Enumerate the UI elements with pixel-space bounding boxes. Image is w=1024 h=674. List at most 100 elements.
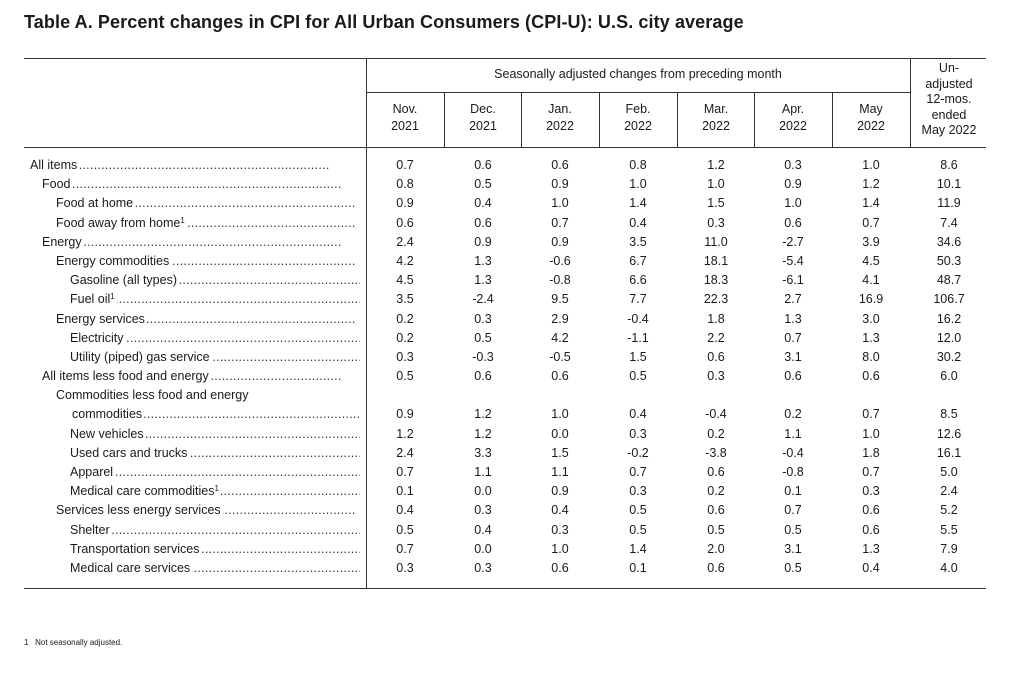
value-cell: 0.7	[396, 541, 414, 556]
value-cell: 0.2	[707, 426, 725, 441]
table-row: Energy commodities 4.2 1.3 -0.6 6.7 18.1 -5.4 4…	[0, 252, 1024, 271]
column-header-year: 2022	[546, 119, 574, 133]
value-cell: 0.3	[629, 484, 647, 499]
value-cell: 1.3	[784, 311, 802, 326]
value-cell: 0.4	[629, 407, 647, 422]
value-cell: 0.5	[629, 369, 647, 384]
row-label: Energy commodities	[56, 252, 360, 271]
column-header: Mar. 2022	[677, 101, 755, 137]
value-cell: 0.2	[396, 330, 414, 345]
row-label-string: commodities	[72, 407, 143, 422]
table-row: Shelter 0.5 0.4 0.3 0.5 0.5 0.5 0.6 5.5	[0, 521, 1024, 540]
unadjusted-value-cell: 8.6	[940, 158, 958, 172]
value-cell: -0.4	[627, 311, 649, 326]
row-label-text: Utility (piped) gas service	[70, 349, 212, 364]
row-label-text: Gasoline (all types)	[70, 273, 179, 288]
value-cell: 1.0	[707, 177, 725, 192]
row-label-text: Fuel oil1	[70, 292, 117, 307]
value-cell: -0.8	[549, 273, 571, 288]
row-label: Gasoline (all types)	[70, 271, 360, 290]
value-cell: 0.7	[862, 407, 880, 422]
col-divider	[754, 92, 755, 147]
row-label-text: Medical care services	[70, 560, 193, 575]
value-cell: 0.6	[396, 215, 414, 230]
value-cell: 1.0	[551, 196, 569, 211]
row-label-text: Electricity	[70, 330, 126, 345]
value-cell: 0.6	[862, 369, 880, 384]
value-cell: 0.0	[551, 426, 569, 441]
top-rule	[24, 58, 986, 59]
value-cell: 2.4	[396, 445, 414, 460]
value-cell: 0.2	[784, 407, 802, 422]
table-row: Apparel 0.7 1.1 1.1 0.7 0.6 -0.8 0.7 5.0	[0, 463, 1024, 482]
row-label: New vehicles	[70, 425, 360, 444]
unadjusted-value-cell: 34.6	[936, 234, 962, 249]
row-label-string: Food	[42, 177, 71, 192]
value-cell: 7.7	[629, 292, 647, 307]
unadjusted-value-cell: 16.1	[936, 445, 962, 460]
value-cell: 0.6	[784, 369, 802, 384]
column-header: Apr. 2022	[754, 101, 832, 137]
column-header: Nov. 2021	[366, 101, 444, 137]
value-cell: 2.0	[707, 541, 725, 556]
row-label-string: Energy services	[56, 311, 145, 326]
unadjusted-value-cell: 5.0	[940, 465, 958, 480]
column-header: Jan. 2022	[521, 101, 599, 137]
value-cell: 0.3	[396, 349, 414, 364]
value-cell: 0.7	[396, 465, 414, 480]
value-cell: 0.7	[396, 158, 414, 172]
value-cell: 0.3	[707, 369, 725, 384]
value-cell: 0.6	[862, 503, 880, 518]
row-label: Energy	[42, 233, 360, 252]
value-cell: 0.7	[862, 465, 880, 480]
value-cell: 0.6	[551, 369, 569, 384]
value-cell: 1.2	[707, 158, 725, 172]
value-cell: -1.1	[627, 330, 649, 345]
value-cell: 0.2	[396, 311, 414, 326]
value-cell: 0.9	[396, 407, 414, 422]
value-cell: 0.5	[396, 369, 414, 384]
value-cell: 4.5	[862, 253, 880, 268]
unadjusted-value-cell: 5.5	[940, 522, 958, 537]
value-cell: 1.5	[707, 196, 725, 211]
row-label: Food at home	[56, 194, 360, 214]
value-cell: 1.3	[862, 330, 880, 345]
row-label-text: Food away from home1	[56, 215, 187, 230]
row-label-text: New vehicles	[70, 426, 146, 441]
value-cell: 0.4	[551, 503, 569, 518]
value-cell: 0.6	[707, 503, 725, 518]
value-cell: 0.5	[629, 522, 647, 537]
value-cell: 0.9	[474, 234, 492, 249]
value-cell: 1.1	[474, 465, 492, 480]
table-row: All items less food and energy 0.5 0.6 0.6 0…	[0, 367, 1024, 386]
row-label-string: Gasoline (all types)	[70, 273, 177, 288]
column-header-month: Jan.	[548, 102, 572, 116]
unadjusted-value-cell: 106.7	[933, 292, 965, 307]
table-row: Energy 2.4 0.9 0.9 3.5 11.0 -2.7 3.9 34.6	[0, 233, 1024, 252]
row-label: Used cars and trucks	[70, 444, 360, 463]
value-cell: 3.5	[396, 292, 414, 307]
value-cell: -0.3	[472, 349, 494, 364]
row-label-text: Energy	[42, 234, 84, 249]
value-cell: 0.3	[551, 522, 569, 537]
row-label-text: Food	[42, 177, 73, 192]
column-header-year: 2022	[779, 119, 807, 133]
col-divider	[832, 92, 833, 147]
header-bottom-rule	[24, 147, 986, 148]
table-row: Used cars and trucks 2.4 3.3 1.5 -0.2 -3.8 -0.…	[0, 444, 1024, 463]
row-label: Apparel	[70, 463, 360, 482]
col-divider	[521, 92, 522, 147]
row-label-string: Used cars and trucks	[70, 445, 188, 460]
value-cell: 4.5	[396, 273, 414, 288]
column-header-month: Mar.	[703, 102, 729, 116]
value-cell: -2.7	[782, 234, 804, 249]
row-label-string: Food away from home	[56, 215, 181, 230]
value-cell: 1.2	[474, 426, 492, 441]
row-label: Utility (piped) gas service	[70, 348, 360, 367]
unadjusted-value-cell: 4.0	[940, 560, 958, 575]
value-cell: 0.9	[551, 234, 569, 249]
col-divider	[677, 92, 678, 147]
value-cell: 0.6	[784, 215, 802, 230]
unadjusted-value-cell: 2.4	[940, 484, 958, 499]
value-cell: 0.4	[862, 560, 880, 575]
